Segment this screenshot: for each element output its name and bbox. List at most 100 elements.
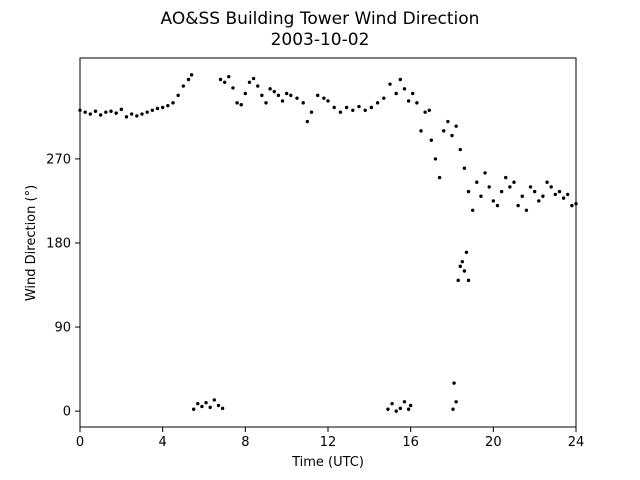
data-point xyxy=(124,115,129,119)
data-point xyxy=(462,269,467,273)
data-point xyxy=(369,105,374,110)
data-point xyxy=(394,91,398,96)
data-point xyxy=(338,110,343,114)
data-point xyxy=(561,196,566,200)
data-point xyxy=(189,73,194,77)
data-point xyxy=(119,107,124,112)
x-tick-label: 16 xyxy=(402,435,419,450)
data-point xyxy=(135,114,139,118)
data-point xyxy=(216,403,221,408)
data-point xyxy=(398,77,403,82)
data-point xyxy=(419,129,423,133)
data-point xyxy=(227,74,231,79)
data-point xyxy=(251,76,256,81)
data-point xyxy=(160,105,165,110)
data-point xyxy=(532,189,537,194)
data-point xyxy=(499,189,504,194)
data-point xyxy=(491,199,496,203)
data-point xyxy=(357,104,361,109)
data-point xyxy=(208,405,212,410)
y-tick-label: 270 xyxy=(46,152,71,167)
data-point xyxy=(109,109,113,113)
data-point xyxy=(260,93,264,98)
data-point xyxy=(446,119,450,124)
data-point xyxy=(570,203,574,208)
data-point xyxy=(191,407,196,411)
data-point xyxy=(196,401,200,406)
data-point xyxy=(495,203,500,208)
data-point xyxy=(541,194,545,198)
data-point xyxy=(155,106,160,111)
data-point xyxy=(114,111,118,115)
data-point xyxy=(98,113,103,117)
data-point xyxy=(235,101,239,105)
data-point xyxy=(276,93,281,98)
data-point xyxy=(104,110,108,114)
data-point xyxy=(451,407,455,411)
data-point xyxy=(284,91,289,96)
data-point xyxy=(388,82,392,86)
data-point xyxy=(433,157,438,161)
data-point xyxy=(78,108,82,113)
x-tick-label: 24 xyxy=(568,435,585,450)
data-point xyxy=(93,109,98,113)
data-point xyxy=(524,208,529,212)
data-point xyxy=(243,91,248,96)
data-point xyxy=(466,278,471,283)
data-point xyxy=(322,96,326,100)
data-point xyxy=(315,93,320,98)
data-point xyxy=(326,99,330,103)
data-point xyxy=(390,401,394,406)
y-tick-label: 0 xyxy=(63,405,71,420)
data-point xyxy=(458,264,462,269)
data-point xyxy=(280,99,285,103)
data-point xyxy=(504,175,508,180)
data-point xyxy=(470,208,475,212)
data-point xyxy=(402,400,407,404)
data-point xyxy=(83,110,87,114)
data-point xyxy=(557,189,562,194)
data-point xyxy=(222,80,227,84)
data-point xyxy=(512,180,516,184)
data-point xyxy=(171,101,175,105)
data-point xyxy=(460,259,465,264)
data-point xyxy=(520,194,524,198)
data-point xyxy=(442,129,446,133)
data-point xyxy=(204,401,208,405)
x-tick-label: 12 xyxy=(320,435,337,450)
data-point xyxy=(466,189,471,194)
data-point xyxy=(351,108,355,113)
data-point xyxy=(88,112,93,116)
y-axis: 0 90 180 270 xyxy=(46,152,80,420)
x-tick-label: 0 xyxy=(76,435,84,450)
data-point xyxy=(483,171,487,175)
data-point xyxy=(176,93,180,98)
data-point xyxy=(427,108,431,113)
data-point xyxy=(150,108,155,113)
data-point xyxy=(363,108,367,113)
x-tick-label: 20 xyxy=(485,435,502,450)
data-point xyxy=(239,103,243,107)
data-point xyxy=(264,101,268,105)
data-point xyxy=(289,93,293,98)
data-point xyxy=(145,110,149,114)
data-point xyxy=(479,194,483,198)
data-point xyxy=(566,192,570,197)
data-point xyxy=(545,180,549,184)
data-point xyxy=(516,203,520,208)
data-point xyxy=(301,101,305,105)
data-point xyxy=(398,406,403,411)
data-point xyxy=(181,84,186,88)
plot-frame xyxy=(79,57,577,428)
data-point xyxy=(437,175,442,180)
data-point xyxy=(456,278,460,283)
data-point xyxy=(406,407,411,411)
chart-title: AO&SS Building Tower Wind Direction xyxy=(161,9,480,29)
data-point xyxy=(344,105,349,110)
data-point xyxy=(268,87,272,91)
data-point xyxy=(305,119,310,124)
data-point xyxy=(272,89,276,94)
data-point xyxy=(129,112,134,116)
data-point xyxy=(487,185,491,189)
data-point xyxy=(295,96,299,100)
